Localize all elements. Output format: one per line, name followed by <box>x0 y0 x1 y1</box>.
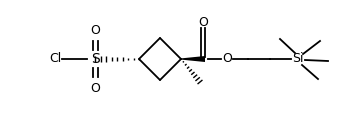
Text: S: S <box>90 52 100 66</box>
Polygon shape <box>181 56 205 62</box>
Text: O: O <box>222 53 232 65</box>
Text: O: O <box>198 15 208 29</box>
Text: Cl: Cl <box>49 53 61 65</box>
Text: O: O <box>90 82 100 95</box>
Text: O: O <box>90 23 100 36</box>
Text: Si: Si <box>292 53 304 65</box>
